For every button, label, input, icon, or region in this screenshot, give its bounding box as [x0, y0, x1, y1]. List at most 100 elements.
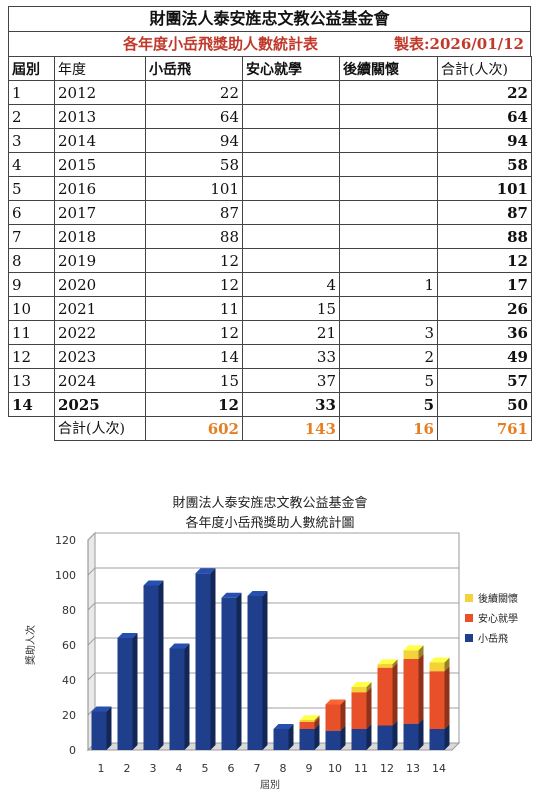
gridline-diag [87, 567, 96, 576]
anxin-cell: 33 [242, 344, 340, 369]
session-cell: 10 [8, 296, 55, 321]
bar-side [158, 580, 164, 750]
xiaoyuefei-cell: 94 [145, 128, 243, 153]
bar-side [392, 720, 398, 750]
anxin-cell: 33 [242, 392, 340, 417]
total-cell: 58 [437, 152, 532, 177]
total-anxin: 143 [242, 416, 340, 441]
table-row: 3 2014 94 94 [8, 128, 532, 153]
year-cell: 2014 [54, 128, 146, 153]
bar-side [288, 724, 294, 750]
table-body: 1 2012 22 22 2 2013 64 64 3 2014 94 94 4 2015 58 58 5 201… [8, 80, 532, 441]
table-row: 6 2017 87 87 [8, 200, 532, 225]
legend-label: 後續關懷 [478, 592, 518, 605]
anxin-cell: 15 [242, 296, 340, 321]
legend-label: 小岳飛 [478, 633, 508, 645]
table-row: 2 2013 64 64 [8, 104, 532, 129]
xiaoyuefei-cell: 12 [145, 320, 243, 345]
y-tick-label: 120 [55, 534, 76, 547]
bar-top [91, 706, 112, 712]
year-cell: 2020 [54, 272, 146, 297]
session-cell: 2 [8, 104, 55, 129]
legend-swatch [465, 634, 473, 642]
session-cell: 6 [8, 200, 55, 225]
table-row: 4 2015 58 58 [8, 152, 532, 177]
bar-side [444, 724, 450, 750]
y-tick-label: 80 [62, 604, 76, 617]
x-tick-label: 12 [380, 762, 394, 775]
guanhuai-cell [339, 176, 438, 201]
xiaoyuefei-cell: 15 [145, 368, 243, 393]
bar-side [132, 633, 138, 750]
gridline-diag [87, 672, 96, 681]
bar-side [418, 645, 424, 659]
bar-segment [377, 725, 393, 750]
bar-side [340, 725, 346, 750]
col-header-total: 合計(人次) [437, 56, 532, 81]
table-header-row: 屆別 年度 小岳飛 安心就學 後續關懷 合計(人次) [8, 56, 532, 81]
year-cell: 2013 [54, 104, 146, 129]
col-header-anxin: 安心就學 [242, 56, 340, 81]
col-header-xiaoyuefei: 小岳飛 [145, 56, 243, 81]
y-tick-label: 20 [62, 709, 76, 722]
year-cell: 2018 [54, 224, 146, 249]
table-row: 1 2012 22 22 [8, 80, 532, 105]
table-row: 7 2018 88 88 [8, 224, 532, 249]
bar-top [117, 633, 138, 638]
xiaoyuefei-cell: 12 [145, 272, 243, 297]
stats-table: 屆別 年度 小岳飛 安心就學 後續關懷 合計(人次) 1 2012 22 22 2 201… [8, 56, 532, 441]
session-cell: 1 [8, 80, 55, 105]
guanhuai-cell [339, 296, 438, 321]
bar-side [418, 654, 424, 724]
session-cell: 14 [8, 392, 55, 417]
bar-side [314, 724, 320, 750]
guanhuai-cell: 5 [339, 392, 438, 417]
bar-top [299, 715, 320, 721]
session-cell: 8 [8, 248, 55, 273]
xiaoyuefei-cell: 12 [145, 248, 243, 273]
bar-top [403, 645, 424, 651]
bar-top [195, 568, 216, 574]
total-cell: 49 [437, 344, 532, 369]
guanhuai-cell: 1 [339, 272, 438, 297]
bar-segment [299, 722, 315, 729]
guanhuai-cell [339, 152, 438, 177]
xiaoyuefei-cell: 12 [145, 392, 243, 417]
bar-side [106, 706, 112, 750]
bar-segment [377, 667, 393, 726]
bar-segment [169, 648, 185, 750]
col-header-session: 屆別 [8, 56, 55, 81]
bar-side [262, 591, 268, 750]
bar-side [444, 666, 450, 729]
bar-side [314, 715, 320, 722]
total-cell: 57 [437, 368, 532, 393]
bar-top [247, 591, 268, 596]
anxin-cell: 21 [242, 320, 340, 345]
total-all: 761 [437, 416, 532, 441]
total-row: 合計(人次) 602 143 16 761 [8, 416, 532, 441]
bar-segment [143, 585, 159, 750]
year-cell: 2024 [54, 368, 146, 393]
anxin-cell [242, 152, 340, 177]
x-tick-label: 5 [202, 762, 209, 775]
anxin-cell: 37 [242, 368, 340, 393]
year-cell: 2016 [54, 176, 146, 201]
anxin-cell [242, 224, 340, 249]
bar-side [184, 643, 190, 750]
total-cell: 36 [437, 320, 532, 345]
bar-top [221, 592, 242, 598]
year-cell: 2022 [54, 320, 146, 345]
bar-top [377, 659, 398, 665]
gridline-diag [87, 637, 96, 646]
total-cell: 22 [437, 80, 532, 105]
bar-side [392, 662, 398, 726]
x-tick-label: 4 [176, 762, 183, 775]
bar-segment [221, 597, 237, 750]
table-row: 14 2025 12 33 5 50 [8, 392, 532, 417]
xiaoyuefei-cell: 88 [145, 224, 243, 249]
x-tick-label: 10 [328, 762, 342, 775]
made-date: 製表:2026/01/12 [394, 35, 524, 53]
xiaoyuefei-cell: 22 [145, 80, 243, 105]
session-cell: 13 [8, 368, 55, 393]
chart-title: 財團法人泰安旌忠文教公益基金會 [172, 495, 367, 511]
